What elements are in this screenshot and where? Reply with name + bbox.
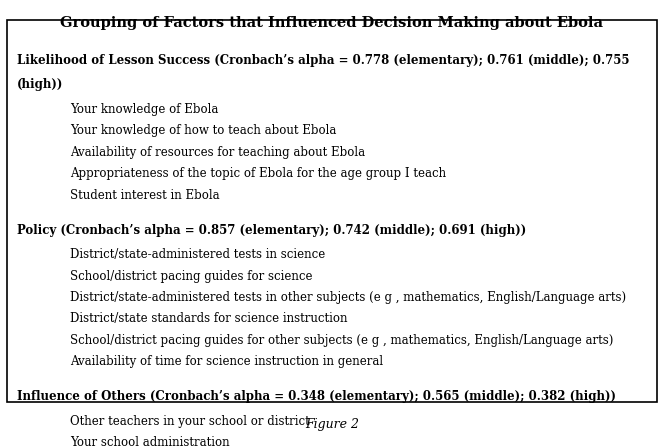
Text: School/district pacing guides for science: School/district pacing guides for scienc… <box>70 270 312 283</box>
Text: Figure 2: Figure 2 <box>305 418 359 431</box>
Text: Your school administration: Your school administration <box>70 436 229 447</box>
Text: District/state-administered tests in science: District/state-administered tests in sci… <box>70 248 325 261</box>
Text: Student interest in Ebola: Student interest in Ebola <box>70 189 219 202</box>
Text: Your knowledge of how to teach about Ebola: Your knowledge of how to teach about Ebo… <box>70 124 336 137</box>
Text: Your knowledge of Ebola: Your knowledge of Ebola <box>70 103 218 116</box>
Text: Availability of resources for teaching about Ebola: Availability of resources for teaching a… <box>70 146 365 159</box>
Text: School/district pacing guides for other subjects (e g , mathematics, English/Lan: School/district pacing guides for other … <box>70 334 613 347</box>
Text: Influence of Others (Cronbach’s alpha = 0.348 (elementary); 0.565 (middle); 0.38: Influence of Others (Cronbach’s alpha = … <box>17 390 616 403</box>
Text: Appropriateness of the topic of Ebola for the age group I teach: Appropriateness of the topic of Ebola fo… <box>70 167 446 180</box>
Text: (high)): (high)) <box>17 78 63 91</box>
Text: Likelihood of Lesson Success (Cronbach’s alpha = 0.778 (elementary); 0.761 (midd: Likelihood of Lesson Success (Cronbach’s… <box>17 54 629 67</box>
Text: Other teachers in your school or district: Other teachers in your school or distric… <box>70 415 309 428</box>
Text: Availability of time for science instruction in general: Availability of time for science instruc… <box>70 355 383 368</box>
Text: Grouping of Factors that Influenced Decision Making about Ebola: Grouping of Factors that Influenced Deci… <box>60 16 604 30</box>
Text: District/state standards for science instruction: District/state standards for science ins… <box>70 312 347 325</box>
FancyBboxPatch shape <box>7 20 657 402</box>
Text: Policy (Cronbach’s alpha = 0.857 (elementary); 0.742 (middle); 0.691 (high)): Policy (Cronbach’s alpha = 0.857 (elemen… <box>17 224 526 236</box>
Text: District/state-administered tests in other subjects (e g , mathematics, English/: District/state-administered tests in oth… <box>70 291 626 304</box>
